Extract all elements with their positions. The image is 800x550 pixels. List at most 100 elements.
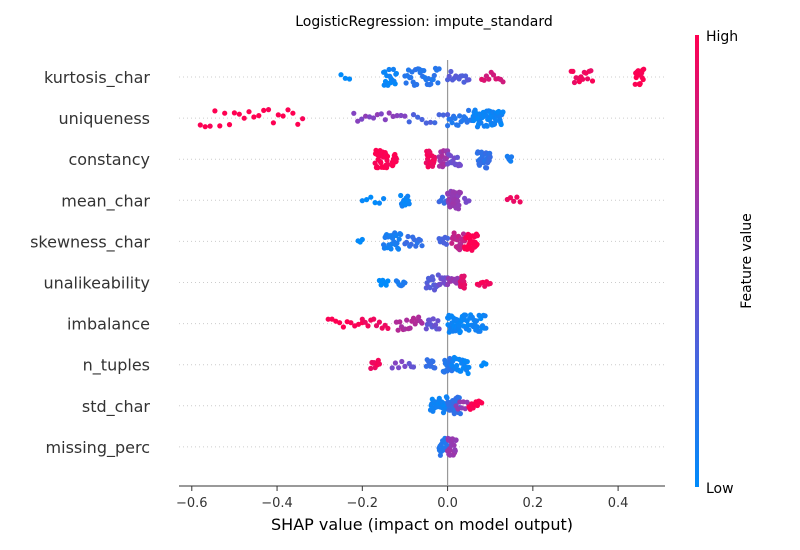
- data-point: [246, 109, 252, 115]
- data-point: [393, 156, 399, 162]
- data-point: [490, 72, 497, 78]
- feature-label: std_char: [82, 397, 151, 417]
- data-point: [394, 240, 400, 246]
- data-point: [212, 108, 218, 114]
- data-point: [405, 233, 411, 240]
- data-point: [368, 365, 374, 371]
- data-point: [585, 76, 591, 82]
- data-point: [386, 66, 392, 73]
- data-point: [376, 361, 382, 367]
- x-tick-label: 0.2: [522, 496, 543, 511]
- data-point: [217, 123, 223, 129]
- data-point: [285, 107, 291, 113]
- data-point: [474, 324, 480, 330]
- data-point: [436, 112, 442, 118]
- data-point: [461, 273, 467, 279]
- data-point: [396, 365, 402, 371]
- data-point: [325, 316, 331, 322]
- data-point: [454, 154, 460, 160]
- data-point: [462, 282, 468, 288]
- data-point: [500, 109, 506, 115]
- colorbar-high-label: High: [706, 29, 738, 45]
- data-point: [381, 196, 387, 202]
- data-point: [378, 111, 384, 117]
- data-point: [423, 326, 429, 332]
- x-tick-label: 0.0: [437, 496, 458, 511]
- data-point: [340, 324, 346, 330]
- data-point: [464, 359, 470, 365]
- data-point: [373, 323, 380, 329]
- data-point: [417, 237, 423, 243]
- data-point: [402, 363, 408, 369]
- x-axis-ticks: −0.6 −0.4 −0.2 0.0 0.2 0.4: [176, 486, 628, 511]
- feature-label: kurtosis_char: [44, 68, 150, 88]
- data-point: [474, 241, 480, 247]
- data-point: [514, 194, 520, 200]
- data-point: [197, 122, 203, 128]
- data-point: [416, 314, 422, 320]
- data-point: [430, 277, 436, 283]
- data-point: [640, 76, 646, 83]
- data-point: [365, 323, 371, 329]
- feature-label: missing_perc: [46, 438, 150, 458]
- data-point: [457, 190, 463, 196]
- data-point: [500, 79, 506, 85]
- data-point: [507, 195, 514, 201]
- data-point: [376, 319, 382, 325]
- data-point: [392, 81, 398, 87]
- data-point: [280, 113, 286, 119]
- data-point: [486, 76, 492, 82]
- data-point: [390, 66, 396, 72]
- data-point: [484, 165, 490, 171]
- data-point: [466, 198, 472, 204]
- data-point: [483, 325, 489, 331]
- data-point: [432, 154, 438, 160]
- data-point: [270, 120, 276, 126]
- data-point: [398, 231, 404, 237]
- data-point: [457, 328, 463, 335]
- data-point: [359, 236, 365, 243]
- data-point: [493, 118, 499, 124]
- colorbar: [695, 35, 699, 487]
- feature-gridlines: [179, 76, 665, 448]
- data-point: [385, 162, 391, 168]
- feature-labels: kurtosis_char uniqueness constancy mean_cha…: [30, 68, 150, 458]
- data-point: [348, 320, 354, 326]
- data-point: [456, 202, 462, 208]
- feature-label: constancy: [68, 150, 150, 169]
- data-point: [368, 194, 374, 200]
- data-point: [419, 320, 425, 326]
- data-point: [436, 66, 442, 72]
- data-point: [265, 107, 272, 113]
- data-point: [374, 112, 380, 118]
- data-point: [432, 365, 438, 371]
- data-point: [481, 77, 487, 83]
- data-point: [457, 113, 463, 119]
- data-point: [462, 312, 469, 318]
- data-point: [403, 80, 409, 86]
- data-point: [370, 115, 377, 121]
- data-point: [482, 313, 488, 319]
- data-point: [451, 442, 457, 448]
- colorbar-title: Feature value: [739, 213, 755, 309]
- data-points: [197, 65, 647, 458]
- data-point: [351, 110, 357, 116]
- x-tick-label: 0.4: [608, 496, 629, 511]
- data-point: [383, 282, 389, 288]
- data-point: [222, 110, 228, 116]
- data-point: [580, 76, 586, 82]
- data-point: [449, 240, 455, 246]
- data-point: [372, 200, 378, 206]
- data-point: [435, 80, 441, 86]
- data-point: [402, 113, 408, 119]
- data-point: [363, 113, 369, 119]
- data-point: [439, 194, 446, 200]
- data-point: [396, 236, 402, 242]
- data-point: [366, 114, 373, 120]
- data-point: [445, 235, 451, 241]
- data-point: [256, 113, 262, 119]
- data-point: [445, 112, 451, 118]
- feature-label: n_tuples: [83, 356, 150, 376]
- data-point: [483, 361, 489, 367]
- data-point: [202, 124, 208, 130]
